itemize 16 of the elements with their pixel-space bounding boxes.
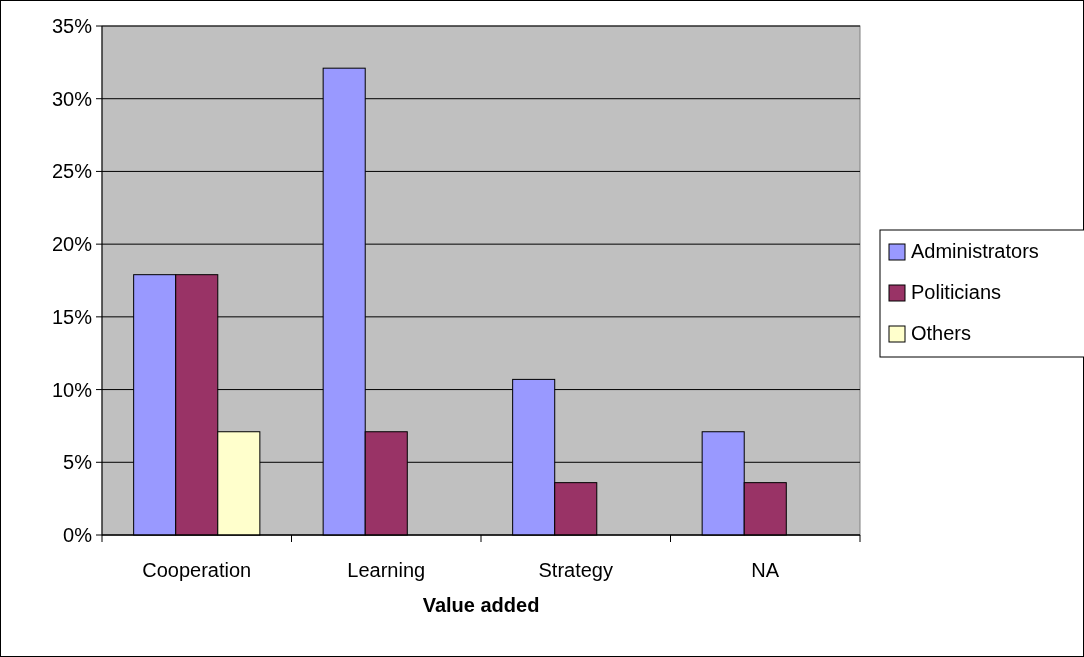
legend-label: Others <box>911 322 972 344</box>
x-tick-label: NA <box>751 559 780 581</box>
legend-label: Politicians <box>911 281 1002 303</box>
x-tick-label: Learning <box>347 559 426 581</box>
y-tick-label: 5% <box>63 451 93 474</box>
y-tick-label: 15% <box>51 305 93 328</box>
y-tick-label: 10% <box>51 378 93 401</box>
y-tick-label: 0% <box>63 524 93 546</box>
y-tick-label: 35% <box>51 15 93 37</box>
x-tick-label: Strategy <box>538 559 613 581</box>
y-tick-label: 30% <box>51 87 93 110</box>
y-tick-label: 25% <box>51 160 93 183</box>
y-tick-label: 20% <box>51 233 93 256</box>
x-axis-title: Value added <box>422 594 540 616</box>
legend-label: Administrators <box>911 240 1039 262</box>
x-tick-label: Cooperation <box>142 559 252 581</box>
